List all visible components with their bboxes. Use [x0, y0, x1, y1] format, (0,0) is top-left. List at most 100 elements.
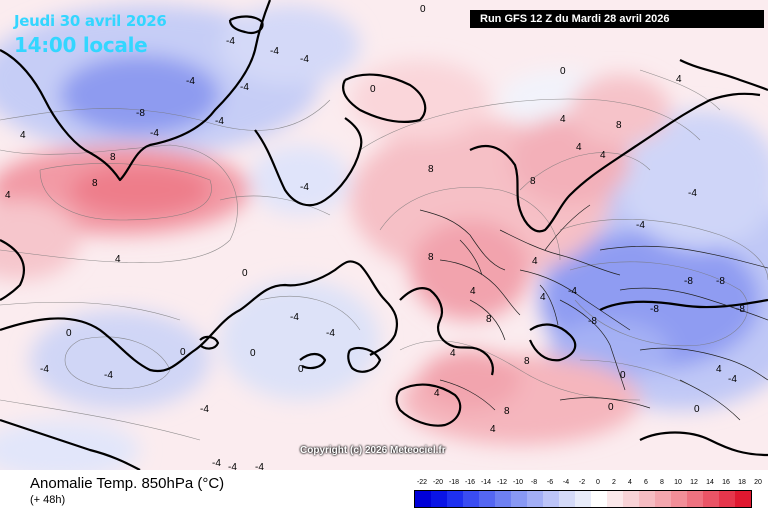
- legend-label: 12: [690, 479, 698, 486]
- contour-label: -4: [568, 286, 577, 297]
- forecast-lead: (+ 48h): [30, 494, 66, 506]
- contour-label: 4: [434, 388, 440, 399]
- contour-label: 0: [250, 348, 256, 359]
- legend-label: 14: [706, 479, 714, 486]
- contour-label: 4: [490, 424, 496, 435]
- contour-label: 0: [694, 404, 700, 415]
- anomaly-map: -4 -4 -4 -4 -8 -4 -4 -4 -4 0 0 0 8 8 4 4…: [0, 0, 768, 470]
- contour-label: -8: [684, 276, 693, 287]
- legend-swatch: [447, 491, 463, 507]
- legend-swatch: [623, 491, 639, 507]
- copyright-notice: Copyright (c) 2026 Meteociel.fr: [300, 445, 446, 456]
- contour-label: 8: [530, 176, 536, 187]
- legend-label: 2: [612, 479, 616, 486]
- contour-label: 0: [620, 370, 626, 381]
- contour-label: -8: [736, 304, 745, 315]
- contour-label: -4: [150, 128, 159, 139]
- legend-labels: -22 -20 -18 -16 -14 -12 -10 -8 -6 -4 -2 0 2 4 6 8 10 12 14…: [414, 479, 762, 489]
- contour-label: 8: [486, 314, 492, 325]
- footer: Anomalie Temp. 850hPa (°C) (+ 48h) -22 -2…: [0, 470, 768, 512]
- contour-label: 8: [92, 178, 98, 189]
- legend-label: -4: [562, 479, 570, 486]
- contour-label: -4: [226, 36, 235, 47]
- contour-label: -4: [300, 182, 309, 193]
- contour-label: 8: [110, 152, 116, 163]
- legend-swatch: [511, 491, 527, 507]
- legend-swatch: [527, 491, 543, 507]
- contour-label: 4: [470, 286, 476, 297]
- contour-label: 4: [600, 150, 606, 161]
- legend-swatch: [719, 491, 735, 507]
- contour-label: -8: [716, 276, 725, 287]
- legend-label: 6: [644, 479, 648, 486]
- contour-label: -4: [186, 76, 195, 87]
- legend-colorbar: [414, 490, 752, 508]
- legend-label: -2: [578, 479, 586, 486]
- legend-label: 16: [722, 479, 730, 486]
- contour-label: -4: [636, 220, 645, 231]
- contour-label: -4: [212, 458, 221, 469]
- legend-swatch: [591, 491, 607, 507]
- legend-label: 18: [738, 479, 746, 486]
- contour-label: 4: [20, 130, 26, 141]
- legend-swatch: [703, 491, 719, 507]
- contour-label: -4: [240, 82, 249, 93]
- legend-label: 8: [660, 479, 664, 486]
- map-title: Anomalie Temp. 850hPa (°C): [30, 475, 225, 492]
- legend-label: -18: [448, 479, 460, 486]
- contour-label: -4: [200, 404, 209, 415]
- contour-label: -4: [215, 116, 224, 127]
- legend-swatch: [431, 491, 447, 507]
- legend-swatch: [687, 491, 703, 507]
- legend-label: 0: [596, 479, 600, 486]
- contour-label: 4: [540, 292, 546, 303]
- contour-label: -4: [270, 46, 279, 57]
- contour-label: -8: [136, 108, 145, 119]
- contour-label: -4: [255, 462, 264, 470]
- legend-label: 20: [754, 479, 762, 486]
- contour-label: -4: [326, 328, 335, 339]
- contour-label: 4: [676, 74, 682, 85]
- forecast-date: Jeudi 30 avril 2026: [14, 12, 167, 30]
- contour-label: -4: [290, 312, 299, 323]
- contour-label: -8: [588, 316, 597, 327]
- legend-swatch: [495, 491, 511, 507]
- legend-label: -10: [512, 479, 524, 486]
- legend-swatch: [655, 491, 671, 507]
- contour-label: -8: [650, 304, 659, 315]
- contour-label: 0: [370, 84, 376, 95]
- contour-label: 4: [560, 114, 566, 125]
- legend-label: -6: [546, 479, 554, 486]
- legend-label: -14: [480, 479, 492, 486]
- contour-label: 4: [5, 190, 11, 201]
- legend-label: 4: [628, 479, 632, 486]
- contour-label: 4: [115, 254, 121, 265]
- contour-label: -4: [228, 462, 237, 470]
- legend-swatch: [575, 491, 591, 507]
- contour-label: -4: [40, 364, 49, 375]
- contour-label: 0: [180, 347, 186, 358]
- legend-label: -22: [416, 479, 428, 486]
- forecast-time: 14:00 locale: [14, 33, 148, 57]
- contour-label: 8: [524, 356, 530, 367]
- legend-swatch: [639, 491, 655, 507]
- contour-label: 0: [298, 364, 304, 375]
- legend-swatch: [415, 491, 431, 507]
- contour-label: 8: [428, 164, 434, 175]
- contour-label: -4: [728, 374, 737, 385]
- contour-label: 0: [242, 268, 248, 279]
- legend-label: -12: [496, 479, 508, 486]
- contour-label: 8: [428, 252, 434, 263]
- legend-swatch: [735, 491, 751, 507]
- legend-swatch: [543, 491, 559, 507]
- legend-swatch: [463, 491, 479, 507]
- contour-label: 0: [560, 66, 566, 77]
- contour-label: -4: [688, 188, 697, 199]
- legend-label: -8: [530, 479, 538, 486]
- contour-label: 4: [450, 348, 456, 359]
- contour-label: 4: [532, 256, 538, 267]
- contour-label: 0: [420, 4, 426, 15]
- contour-label: 0: [608, 402, 614, 413]
- legend-swatch: [671, 491, 687, 507]
- contour-label: 8: [504, 406, 510, 417]
